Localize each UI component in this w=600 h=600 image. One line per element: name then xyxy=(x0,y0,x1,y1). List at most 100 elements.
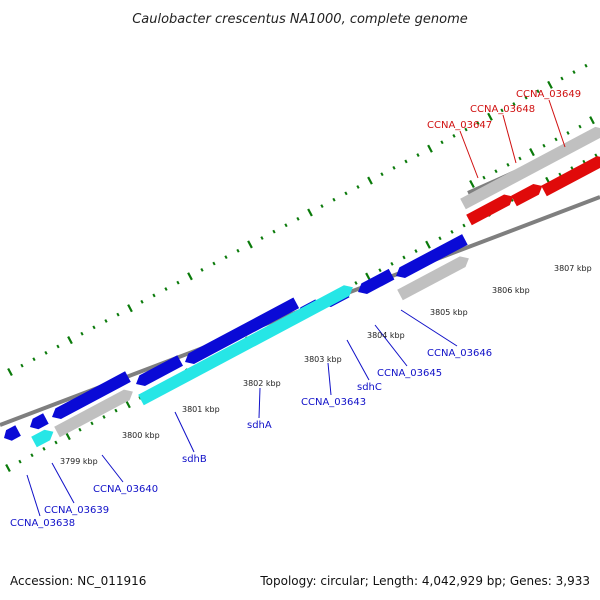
gene-labels: CCNA_03638 CCNA_03639 CCNA_03640 sdhB sdhA CC… xyxy=(10,89,581,529)
scale-tick xyxy=(494,169,498,174)
scale-tick xyxy=(524,95,528,100)
scale-tick xyxy=(367,176,373,185)
gene-ccna-03645[interactable] xyxy=(358,268,395,294)
gene-label-ccna-03648[interactable]: CCNA_03648 xyxy=(470,104,535,115)
scale-tick xyxy=(500,108,504,113)
scale-tick xyxy=(296,216,300,221)
gene-label-ccna-03647[interactable]: CCNA_03647 xyxy=(427,120,492,131)
gene-ccna-03646[interactable] xyxy=(396,234,468,278)
scale-tick xyxy=(512,102,516,106)
scale-label: 3803 kbp xyxy=(304,355,342,364)
label-leader xyxy=(174,411,195,453)
scale-tick xyxy=(356,185,360,189)
gene-neutral-3[interactable] xyxy=(460,126,600,210)
scale-tick xyxy=(236,248,240,253)
gene-ccna-03639[interactable] xyxy=(30,413,49,430)
label-leader xyxy=(346,339,370,381)
gene-label-ccna-03646[interactable]: CCNA_03646 xyxy=(427,348,492,359)
label-leader xyxy=(548,99,566,148)
scale-tick xyxy=(482,175,486,180)
scale-tick xyxy=(284,223,288,228)
label-leader xyxy=(459,130,479,179)
gene-label-sdhc[interactable]: sdhC xyxy=(357,382,382,393)
scale-tick xyxy=(440,140,444,145)
gene-sdha[interactable] xyxy=(185,297,300,365)
scale-tick xyxy=(164,287,168,291)
genome-summary-text: Topology: circular; Length: 4,042,929 bp… xyxy=(259,574,590,588)
scale-tick xyxy=(476,121,480,126)
gene-sdhb[interactable] xyxy=(136,355,183,386)
label-leader xyxy=(101,454,124,483)
scale-label: 3806 kbp xyxy=(492,286,530,295)
scale-tick xyxy=(78,427,82,432)
scale-tick xyxy=(542,143,546,148)
scale-tick xyxy=(529,148,535,157)
scale-tick xyxy=(102,415,106,419)
scale-tick xyxy=(416,153,420,157)
scale-tick xyxy=(125,400,131,409)
scale-tick xyxy=(44,350,48,355)
label-leader xyxy=(51,462,75,504)
scale-tick xyxy=(116,312,120,317)
scale-tick xyxy=(392,165,396,170)
gene-reverse-2[interactable] xyxy=(138,285,353,406)
gene-ccna-03640[interactable] xyxy=(52,371,131,419)
scale-tick xyxy=(247,240,253,249)
gene-label-sdha[interactable]: sdhA xyxy=(247,420,272,431)
scale-tick xyxy=(32,357,36,362)
scale-tick xyxy=(469,179,475,189)
scale-tick xyxy=(566,131,570,135)
scale-tick xyxy=(224,255,228,260)
gene-label-ccna-03639[interactable]: CCNA_03639 xyxy=(44,505,109,516)
scale-tick xyxy=(54,440,58,445)
scale-tick xyxy=(272,229,276,234)
scale-tick xyxy=(80,331,84,336)
scale-tick xyxy=(380,172,384,177)
scale-tick xyxy=(140,299,144,304)
gene-ccna-03648[interactable] xyxy=(511,184,543,207)
scale-tick xyxy=(65,432,71,441)
scale-tick xyxy=(212,261,216,266)
gene-reverse-1[interactable] xyxy=(31,429,54,448)
gene-ccna-03647[interactable] xyxy=(466,194,514,226)
scale-label: 3805 kbp xyxy=(430,308,468,317)
scale-tick xyxy=(518,156,522,161)
gene-label-ccna-03640[interactable]: CCNA_03640 xyxy=(93,484,158,495)
scale-tick xyxy=(404,159,408,164)
scale-tick xyxy=(464,127,468,132)
gene-label-ccna-03649[interactable]: CCNA_03649 xyxy=(516,89,581,100)
scale-label: 3804 kbp xyxy=(367,331,405,340)
scale-tick xyxy=(584,63,588,68)
scale-tick xyxy=(56,344,60,349)
scale-tick xyxy=(427,144,433,153)
scale-tick xyxy=(438,236,442,241)
scale-label: 3800 kbp xyxy=(122,431,160,440)
gene-neutral-2[interactable] xyxy=(397,256,469,301)
gene-label-ccna-03638[interactable]: CCNA_03638 xyxy=(10,518,75,529)
label-leader xyxy=(502,114,517,164)
scale-label: 3807 kbp xyxy=(554,264,592,273)
scale-tick xyxy=(90,421,94,426)
gene-label-sdhb[interactable]: sdhB xyxy=(182,454,207,465)
scale-tick xyxy=(20,363,24,368)
scale-labels: 3799 kbp 3800 kbp 3801 kbp 3802 kbp 3803 kbp… xyxy=(60,264,592,466)
scale-tick xyxy=(425,240,431,249)
scale-tick xyxy=(554,137,558,142)
scale-tick xyxy=(450,230,454,234)
scale-tick xyxy=(152,293,156,298)
scale-tick xyxy=(5,463,11,473)
scale-tick xyxy=(487,112,493,121)
scale-tick xyxy=(187,272,193,281)
scale-tick xyxy=(42,446,46,451)
label-leader xyxy=(26,474,41,517)
scale-tick xyxy=(462,223,466,228)
accession-text: Accession: NC_011916 xyxy=(10,574,146,588)
gene-ccna-03649[interactable] xyxy=(541,156,600,197)
gene-label-ccna-03643[interactable]: CCNA_03643 xyxy=(301,397,366,408)
gene-ccna-03638[interactable] xyxy=(4,425,21,441)
scale-tick xyxy=(104,319,108,323)
gene-neutral-1[interactable] xyxy=(54,389,133,438)
gene-label-ccna-03645[interactable]: CCNA_03645 xyxy=(377,368,442,379)
